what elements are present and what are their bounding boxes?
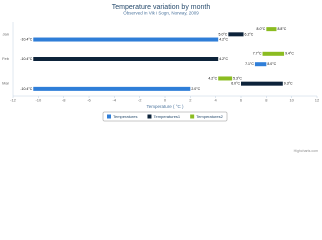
data-label: 5.3°C — [233, 76, 242, 80]
chart: Temperature variation by month Observed … — [0, 0, 322, 156]
y-tick-label: Mar — [2, 81, 10, 86]
x-tick-label: 8 — [265, 98, 268, 103]
x-tick-label: -2 — [138, 98, 142, 103]
legend-box — [102, 111, 228, 122]
bar — [33, 37, 219, 42]
bar — [241, 81, 283, 86]
bar — [218, 76, 233, 81]
legend-label[interactable]: Temperatures1 — [153, 114, 180, 119]
bar — [228, 32, 244, 37]
x-tick-label: -10 — [35, 98, 42, 103]
data-label: 4.2°C — [208, 76, 217, 80]
data-label: 8.8°C — [277, 27, 286, 31]
x-tick-label: 0 — [164, 98, 167, 103]
legend-swatch[interactable] — [107, 114, 111, 119]
x-tick-label: 10 — [289, 98, 294, 103]
data-label: 7.7°C — [253, 52, 262, 56]
data-label: 7.1°C — [245, 62, 254, 66]
x-tick-label: 6 — [240, 98, 243, 103]
chart-subtitle: Observed in Vik i Sogn, Norway, 2009 — [123, 11, 199, 16]
legend-swatch[interactable] — [147, 114, 152, 119]
bar — [254, 62, 267, 67]
y-tick-label: Feb — [2, 56, 10, 61]
data-label: 6.0°C — [231, 82, 240, 86]
data-label: 6.2°C — [245, 32, 254, 36]
legend-swatch[interactable] — [190, 114, 195, 119]
bar — [266, 27, 277, 32]
data-label: 8.0°C — [267, 62, 276, 66]
x-tick-label: -6 — [87, 98, 91, 103]
background — [0, 0, 322, 156]
data-label: -10.4°C — [20, 57, 32, 61]
x-tick-label: -8 — [62, 98, 66, 103]
bar — [33, 57, 219, 61]
data-label: 4.2°C — [219, 57, 228, 61]
x-tick-label: -12 — [10, 98, 17, 103]
x-tick-label: -4 — [113, 98, 117, 103]
data-label: 2.0°C — [191, 87, 200, 91]
credits: Highcharts.com — [294, 149, 318, 153]
x-tick-label: 2 — [189, 98, 192, 103]
data-label: 9.4°C — [285, 52, 294, 56]
data-label: 9.3°C — [284, 82, 293, 86]
data-label: 4.2°C — [219, 37, 228, 41]
data-label: 8.0°C — [257, 27, 266, 31]
axis-title: Temperature ( °C ) — [146, 104, 184, 109]
x-tick-label: 4 — [215, 98, 218, 103]
data-label: 5.0°C — [219, 32, 228, 36]
data-label: -10.4°C — [20, 87, 32, 91]
bar — [262, 51, 285, 56]
chart-title: Temperature variation by month — [112, 4, 211, 11]
bar — [33, 86, 191, 91]
x-tick-label: 12 — [315, 98, 320, 103]
legend-label[interactable]: Temperatures — [113, 114, 137, 119]
data-label: -10.4°C — [20, 37, 32, 41]
y-tick-label: Jan — [3, 31, 9, 36]
legend-label[interactable]: Temperatures2 — [196, 114, 223, 119]
